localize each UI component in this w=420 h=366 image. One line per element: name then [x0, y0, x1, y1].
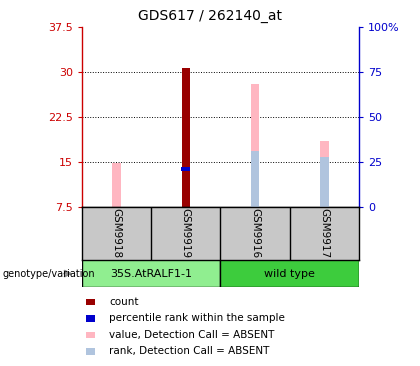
Bar [181, 167, 190, 171]
Text: GSM9918: GSM9918 [112, 208, 121, 258]
Text: wild type: wild type [264, 269, 315, 279]
Text: GSM9919: GSM9919 [181, 208, 191, 258]
Bar [182, 68, 190, 207]
Bar [220, 260, 359, 287]
Bar [320, 141, 328, 207]
Text: value, Detection Call = ABSENT: value, Detection Call = ABSENT [109, 330, 275, 340]
Bar [113, 163, 121, 207]
Text: GSM9916: GSM9916 [250, 208, 260, 258]
Text: rank, Detection Call = ABSENT: rank, Detection Call = ABSENT [109, 346, 270, 356]
Bar [320, 157, 328, 207]
Bar [251, 151, 259, 207]
Text: percentile rank within the sample: percentile rank within the sample [109, 313, 285, 324]
Text: GDS617 / 262140_at: GDS617 / 262140_at [138, 9, 282, 23]
Text: 35S.AtRALF1-1: 35S.AtRALF1-1 [110, 269, 192, 279]
Bar [82, 260, 220, 287]
Bar [251, 84, 259, 207]
Text: GSM9917: GSM9917 [320, 208, 329, 258]
Text: genotype/variation: genotype/variation [2, 269, 95, 279]
Text: count: count [109, 297, 139, 307]
